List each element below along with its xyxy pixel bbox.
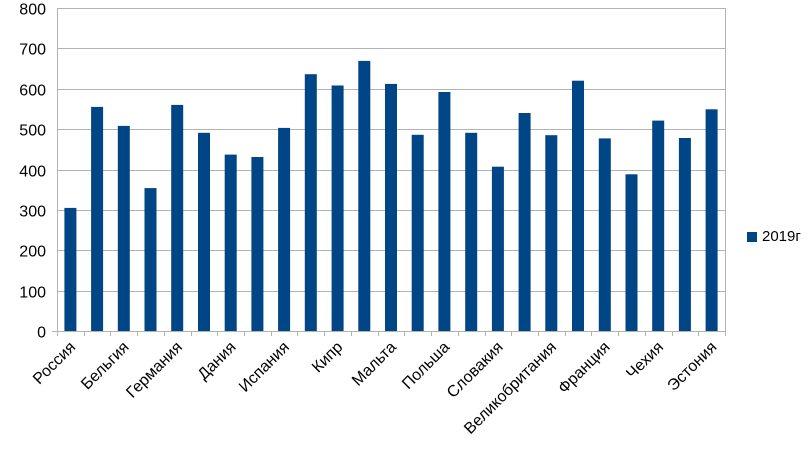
- x-tick-label: Бельгия: [78, 339, 132, 393]
- x-tick-label: Польша: [399, 339, 453, 393]
- x-tick-label: Испания: [236, 339, 293, 396]
- x-tick-label: Эстония: [665, 339, 721, 395]
- y-tick-label: 500: [19, 123, 46, 140]
- bar: [518, 113, 531, 331]
- bar: [251, 157, 264, 331]
- bar: [705, 109, 718, 331]
- y-tick-label: 400: [19, 164, 46, 181]
- bar: [625, 174, 638, 331]
- x-tick-label: Мальта: [349, 339, 400, 390]
- bar: [144, 188, 157, 331]
- y-tick-label: 800: [19, 2, 46, 19]
- bar: [572, 80, 584, 331]
- x-tick-label: Германия: [123, 339, 186, 402]
- bar: [652, 120, 665, 331]
- y-tick-label: 100: [19, 285, 46, 302]
- y-tick-label: 700: [19, 42, 46, 59]
- x-tick-label: Чехия: [623, 339, 667, 383]
- bar: [465, 132, 478, 331]
- bar: [117, 125, 130, 332]
- bar: [411, 134, 424, 331]
- bar: [304, 74, 317, 331]
- bar: [545, 135, 558, 331]
- legend: 2019г: [747, 228, 801, 245]
- x-tick-label: Дания: [195, 339, 240, 384]
- bar: [358, 60, 371, 332]
- y-tick-label: 600: [19, 83, 46, 100]
- bar: [198, 132, 210, 331]
- x-tick-label: Франция: [555, 339, 613, 397]
- bar: [491, 166, 504, 331]
- y-tick-label: 0: [37, 325, 46, 342]
- bar: [438, 92, 451, 331]
- bar: [64, 207, 77, 331]
- legend-swatch: [747, 231, 757, 242]
- x-tick-label: Россия: [30, 339, 79, 388]
- bar: [171, 104, 184, 332]
- x-tick-label: Кипр: [309, 339, 346, 376]
- legend-label: 2019г: [762, 228, 801, 245]
- bar: [91, 106, 104, 332]
- y-tick-label: 300: [19, 204, 46, 221]
- bar: [278, 127, 291, 332]
- bar: [598, 138, 611, 331]
- bar: [385, 83, 397, 332]
- x-tick-label: Великобритания: [461, 339, 560, 438]
- bar: [331, 85, 344, 331]
- bar: [678, 138, 691, 331]
- y-tick-label: 200: [19, 244, 46, 261]
- bar: [224, 154, 237, 331]
